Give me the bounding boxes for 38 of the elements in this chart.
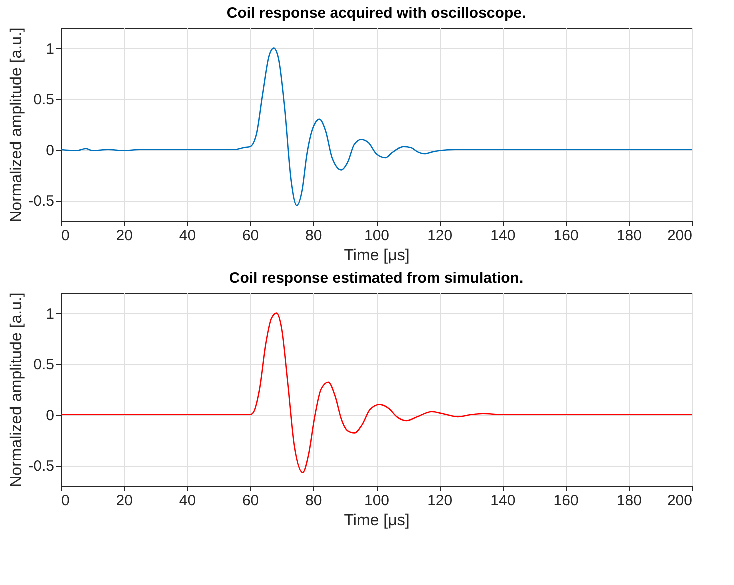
y-tick-label: 0.5 bbox=[34, 92, 54, 109]
x-tick-label: 140 bbox=[490, 228, 516, 244]
x-tick-label: 200 bbox=[667, 228, 692, 244]
x-tick-label: 120 bbox=[428, 492, 453, 510]
x-tick-label: 0 bbox=[62, 228, 70, 244]
x-tick-label: 180 bbox=[616, 492, 642, 510]
x-tick-label: 100 bbox=[364, 228, 390, 244]
x-tick-label: 40 bbox=[179, 492, 196, 510]
x-tick-label: 80 bbox=[306, 492, 322, 510]
x-tick-label: 200 bbox=[667, 492, 692, 510]
x-tick-label: 20 bbox=[116, 492, 133, 510]
y-tick-label: 0 bbox=[46, 407, 54, 424]
y-tick-label: 1 bbox=[46, 306, 54, 323]
chart-title: Coil response acquired with oscilloscope. bbox=[226, 5, 526, 22]
x-tick-label: 20 bbox=[116, 228, 133, 244]
x-axis-title: Time [μs] bbox=[344, 512, 410, 530]
y-tick-label: -0.5 bbox=[28, 458, 54, 476]
y-tick-label: 1 bbox=[46, 40, 54, 58]
y-tick-label: 0.5 bbox=[34, 356, 54, 374]
x-axis-title: Time [μs] bbox=[344, 248, 410, 264]
y-axis-title: Normalized amplitude [a.u.] bbox=[8, 292, 26, 488]
y-tick-label: 0 bbox=[46, 142, 54, 160]
x-tick-label: 0 bbox=[62, 492, 70, 510]
x-tick-label: 160 bbox=[554, 228, 579, 244]
x-tick-label: 140 bbox=[490, 492, 516, 510]
x-tick-label: 60 bbox=[242, 492, 260, 510]
x-tick-label: 120 bbox=[428, 228, 453, 244]
y-tick-label: -0.5 bbox=[28, 193, 54, 210]
x-tick-label: 80 bbox=[306, 228, 322, 244]
x-tick-label: 60 bbox=[242, 228, 260, 244]
x-tick-label: 180 bbox=[616, 228, 642, 244]
y-axis-title: Normalized amplitude [a.u.] bbox=[8, 28, 26, 222]
x-tick-label: 160 bbox=[554, 492, 579, 510]
line-series bbox=[61, 312, 692, 474]
x-tick-label: 40 bbox=[179, 228, 196, 244]
line-series bbox=[61, 48, 692, 206]
x-tick-label: 100 bbox=[364, 492, 390, 510]
chart-title: Coil response estimated from simulation. bbox=[229, 270, 524, 288]
